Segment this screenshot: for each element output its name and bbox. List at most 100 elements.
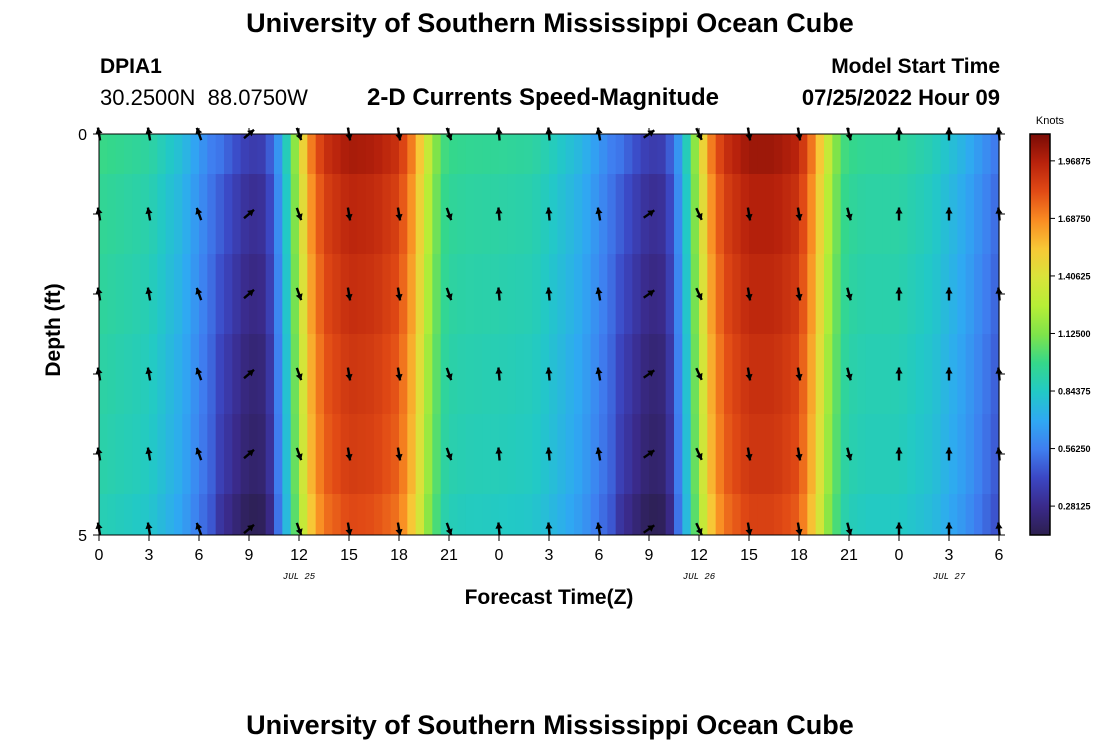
current-vector [395,207,403,221]
heat-cell [740,174,750,254]
heat-cell [699,334,708,414]
heat-cell [99,174,108,254]
heat-cell [624,174,633,254]
heat-cell [374,414,383,494]
heat-cell [757,414,767,494]
heat-cell [524,334,533,414]
current-vector [745,522,753,536]
heat-cell [815,134,825,174]
vector-head [395,213,403,221]
heat-cell [357,334,367,414]
current-vector [295,207,303,221]
heat-cell [365,134,375,174]
heat-cell [215,334,225,414]
heat-cell [832,334,842,414]
heat-cell [257,414,267,494]
heat-cell [224,414,233,494]
heat-cell [390,494,400,535]
vector-head [345,293,353,301]
heat-cell [724,494,733,535]
heat-cell [290,494,300,535]
vector-head [345,133,353,141]
heat-cell [382,134,392,174]
heat-cell [849,334,858,414]
vector-head [295,373,303,381]
current-vector [145,287,153,301]
heat-cell [599,334,608,414]
current-vector [545,447,553,461]
heat-cell [940,494,950,535]
heat-cell [840,334,850,414]
heat-cell [249,254,258,334]
heat-cell [107,334,117,414]
y-axis: 05 [78,127,1005,545]
vector-head [295,528,303,536]
heat-cell [749,174,758,254]
current-vector [795,287,803,301]
heat-cell [707,174,717,254]
heat-cell [357,414,367,494]
heat-cell [399,174,408,254]
vector-head [595,207,603,215]
heat-cell [865,334,875,414]
heat-cell [440,174,450,254]
heat-cell [724,254,733,334]
heat-cell [407,494,417,535]
vector-head [795,528,803,536]
heat-cell [432,174,442,254]
heat-cell [249,174,258,254]
heat-cell [574,334,583,414]
heat-cell [932,494,942,535]
heat-cell [182,414,192,494]
heat-cell [507,134,517,174]
heat-cell [349,134,358,174]
heat-cell [407,134,417,174]
heat-cell [357,254,367,334]
colorbar: Knots 1.96875 1.68750 1.40625 1.12500 0.84375… [1029,115,1091,536]
chart-subtitle: 2-D Currents Speed-Magnitude [367,84,720,111]
heat-cell [874,134,883,174]
heat-cell [807,174,817,254]
current-vector [845,287,853,301]
vector-head [895,522,903,529]
current-vector [495,287,503,301]
heat-cell [415,414,425,494]
heat-cell [599,414,608,494]
heat-cell [457,414,467,494]
heat-cell [332,414,342,494]
heat-cell [957,334,967,414]
vector-head [395,528,403,536]
heat-cell [974,174,983,254]
heat-cell [699,174,708,254]
heat-cell [657,254,667,334]
current-vector [145,447,153,461]
heat-cell [732,174,742,254]
heat-cell [557,494,567,535]
heat-cell [482,334,492,414]
heat-cell [357,174,367,254]
current-vector [445,447,453,461]
heat-cell [899,254,908,334]
heat-cell [649,334,658,414]
vector-head [745,213,753,221]
vector-head [295,213,303,221]
heat-cell [865,134,875,174]
page-title: University of Southern Mississippi Ocean… [246,8,854,38]
heat-cell [607,134,617,174]
vector-head [745,373,753,381]
heat-cell [565,174,575,254]
current-vector [295,287,303,301]
heat-cell [190,494,200,535]
heat-cell [157,334,167,414]
x-tick-label: 0 [495,547,504,564]
heat-cell [932,414,942,494]
heat-cell [882,414,892,494]
heat-cell [615,174,625,254]
vector-head [795,453,803,461]
heat-cell [665,254,675,334]
date-label: JUL 26 [683,572,716,582]
heat-cell [957,134,967,174]
heat-cell [115,334,125,414]
vector-head [895,207,903,214]
heat-cell [690,254,700,334]
